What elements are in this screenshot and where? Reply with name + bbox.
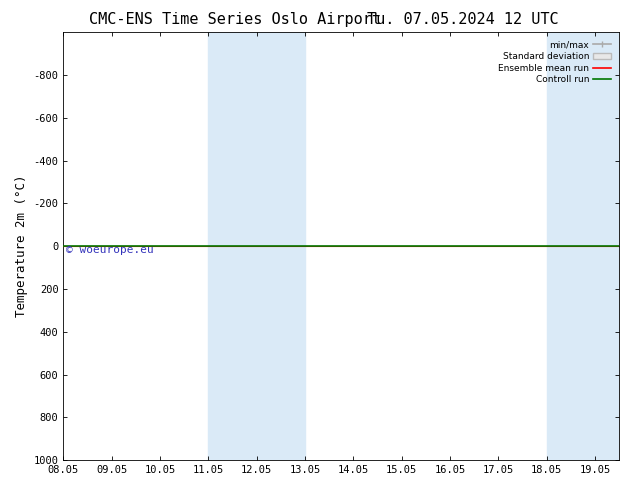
Bar [547,32,619,460]
Text: CMC-ENS Time Series Oslo Airport: CMC-ENS Time Series Oslo Airport [89,12,380,27]
Text: Tu. 07.05.2024 12 UTC: Tu. 07.05.2024 12 UTC [367,12,559,27]
Legend: min/max, Standard deviation, Ensemble mean run, Controll run: min/max, Standard deviation, Ensemble me… [495,37,614,88]
Y-axis label: Temperature 2m (°C): Temperature 2m (°C) [15,175,28,318]
Bar [209,32,305,460]
Text: © woeurope.eu: © woeurope.eu [66,245,154,255]
